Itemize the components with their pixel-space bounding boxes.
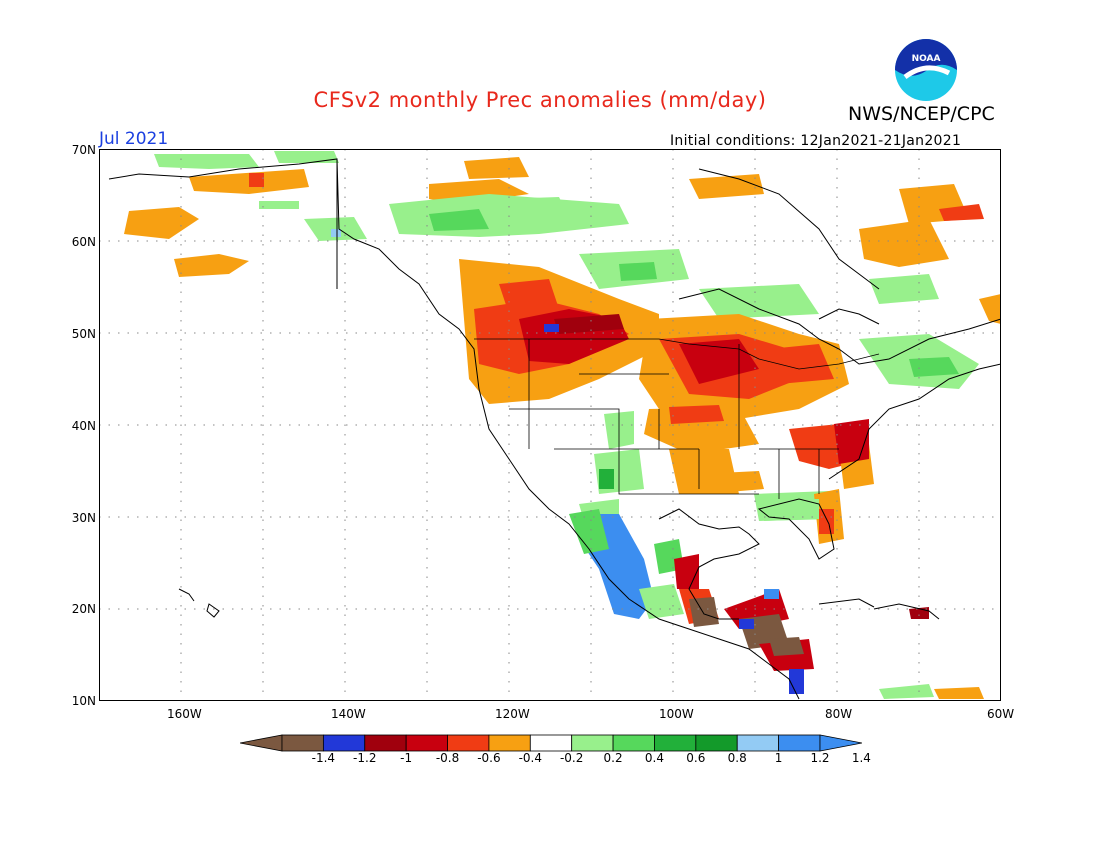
political-borders [474, 338, 880, 499]
colorbar-swatch [488, 734, 531, 752]
colorbar-swatch [364, 734, 407, 752]
colorbar-swatch [778, 734, 821, 752]
colorbar-tick-label: 1 [774, 751, 783, 765]
colorbar-low-arrow [240, 734, 283, 752]
colorbar-tick-label: 1.4 [851, 751, 871, 765]
lat-label-70n: 70N [71, 143, 96, 157]
colorbar-high-arrow [819, 734, 862, 752]
colorbar-swatch [322, 734, 366, 752]
lon-label-60w: 60W [987, 707, 1015, 721]
colorbar-swatch [612, 734, 655, 752]
colorbar-swatch [529, 734, 573, 752]
colorbar-tick-label: -0.6 [477, 751, 501, 765]
lat-label-10n: 10N [71, 694, 96, 708]
colorbar-swatch [281, 734, 324, 752]
colorbar-tick-label: -0.8 [435, 751, 460, 765]
month-label: Jul 2021 [99, 129, 169, 149]
colorbar-swatch [695, 734, 738, 752]
lon-label-100w: 100W [659, 707, 694, 721]
colorbar-tick-label: -0.2 [559, 751, 584, 765]
initial-conditions-label: Initial conditions: 12Jan2021-21Jan2021 [670, 133, 962, 149]
lat-label-60n: 60N [71, 235, 96, 249]
lon-label-140w: 140W [331, 707, 366, 721]
colorbar-swatch [405, 734, 448, 752]
colorbar-swatch [654, 734, 697, 752]
colorbar-swatch [447, 734, 490, 752]
colorbar-tick-label: -1.2 [353, 751, 377, 765]
chart-title: CFSv2 monthly Prec anomalies (mm/day) [313, 88, 767, 112]
colorbar-tick-label: -0.4 [518, 751, 542, 765]
lon-label-120w: 120W [495, 707, 530, 721]
lon-label-160w: 160W [167, 707, 202, 721]
colorbar-tick-label: -1.4 [311, 751, 336, 765]
coastlines [108, 158, 1001, 700]
colorbar-swatch [736, 734, 780, 752]
noaa-logo-text: NOAA [912, 54, 941, 64]
colorbar-tick-label: -1 [400, 751, 413, 765]
map-gridlines [99, 149, 1001, 701]
colorbar [240, 734, 862, 752]
colorbar-tick-label: 0.4 [644, 751, 664, 765]
anomaly-fields [124, 151, 1001, 699]
colorbar-tick-label: 1.2 [810, 751, 830, 765]
lat-label-40n: 40N [71, 419, 96, 433]
colorbar-tick-label: 0.6 [686, 751, 706, 765]
lat-label-30n: 30N [71, 511, 96, 525]
colorbar-tick-label: 0.8 [727, 751, 747, 765]
lon-label-80w: 80W [825, 707, 853, 721]
colorbar-tick-label: 0.2 [603, 751, 623, 765]
noaa-logo: NOAA [895, 39, 957, 101]
lat-label-50n: 50N [71, 327, 96, 341]
precip-anomaly-map [99, 149, 1001, 701]
colorbar-swatch [571, 734, 614, 752]
lat-label-20n: 20N [71, 602, 96, 616]
org-label: NWS/NCEP/CPC [848, 103, 995, 125]
